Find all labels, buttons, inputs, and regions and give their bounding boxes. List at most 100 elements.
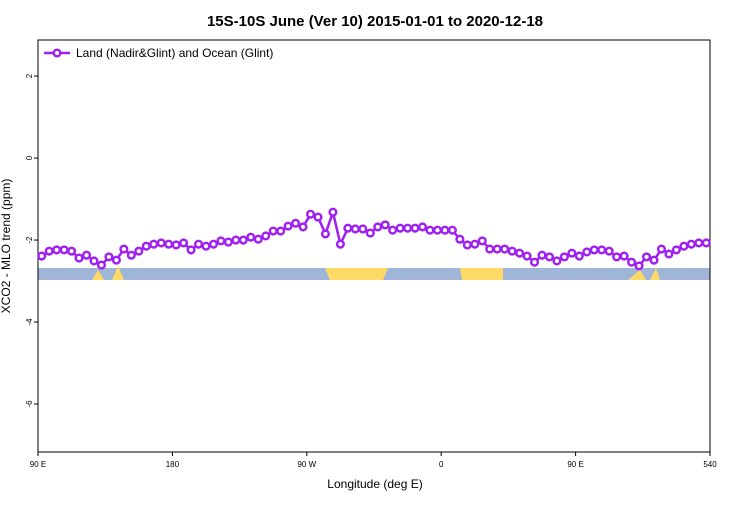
data-point [537,250,547,260]
legend-marker [52,48,62,58]
data-point [403,223,413,233]
data-point [320,229,331,239]
data-point [283,221,293,231]
data-point [380,220,390,230]
data-point [201,241,211,251]
plot-frame [37,39,711,453]
y-axis-label: XCO2 - MLO trend (ppm) [0,179,13,314]
data-point [126,250,136,260]
data-point [574,251,584,261]
data-point [141,241,151,251]
data-point [37,251,47,261]
data-point [111,255,121,265]
data-point [119,244,129,254]
data-point [298,222,308,232]
data-point [417,222,428,232]
data-point [89,256,99,266]
data-point [529,257,540,267]
data-point [694,238,704,248]
y-tick-label: 0 [25,155,34,160]
data-point [567,248,577,258]
data-point [425,225,435,235]
data-point [44,246,54,256]
data-point [358,224,368,234]
data-point [679,241,689,251]
data-point [582,247,592,257]
chart-title: 15S-10S June (Ver 10) 2015-01-01 to 2020… [207,13,543,30]
data-point [649,255,659,265]
data-point [388,225,398,235]
data-point [268,226,278,236]
data-point [52,245,62,255]
x-tick-label: 540 [703,460,717,469]
data-point [492,244,502,254]
data-point [701,238,711,248]
data-point [179,238,189,248]
data-point [373,222,383,232]
y-tick-label: -2 [25,236,34,244]
data-point [455,234,465,244]
data-point [96,260,107,270]
data-point [552,256,562,266]
land-ocean-strip [38,266,710,280]
x-tick-label: 90 W [297,460,316,469]
data-point [149,239,159,249]
x-tick-label: 180 [166,460,180,469]
data-point [350,224,360,234]
data-point [261,231,271,241]
data-point [447,225,457,235]
data-point [223,237,233,247]
data-point [589,245,599,255]
data-point [410,223,420,233]
data-point [59,245,69,255]
land-patch [325,268,388,280]
land-patch [92,270,104,280]
data-point [305,209,316,219]
data-point [485,244,495,254]
data-point [664,249,674,259]
data-point [186,245,196,255]
data-point [216,236,226,246]
data-point [343,223,353,233]
data-point [462,240,472,250]
land-patch [628,270,646,280]
legend-label: Land (Nadir&Glint) and Ocean (Glint) [76,46,273,60]
data-point [74,253,84,263]
data-point [619,251,629,261]
data-point [156,238,166,248]
data-point [171,240,181,250]
data-point [641,252,652,262]
data-point [291,218,301,228]
data-point [164,239,174,249]
y-tick-label: -6 [25,400,34,408]
data-point [686,239,696,249]
data-point [365,228,375,238]
data-point [544,252,555,262]
data-point [246,232,256,242]
land-patch [650,268,660,280]
data-point [522,251,532,261]
data-point [440,225,450,235]
data-point [313,212,323,222]
data-point [634,261,644,271]
data-point [276,226,286,236]
x-tick-label: 0 [439,460,444,469]
data-point [500,244,510,254]
data-point [432,225,443,235]
y-tick-label: -4 [25,318,34,326]
data-point [507,246,517,256]
data-point [238,235,248,245]
data-point [515,248,525,258]
data-point [231,235,241,245]
data-point [470,239,480,249]
data-point [656,244,667,254]
data-point [104,252,114,262]
data-point [612,252,622,262]
data-point [395,223,405,233]
x-tick-label: 90 E [30,460,46,469]
data-point [335,239,345,249]
data-point [67,246,77,256]
data-point [328,207,338,217]
